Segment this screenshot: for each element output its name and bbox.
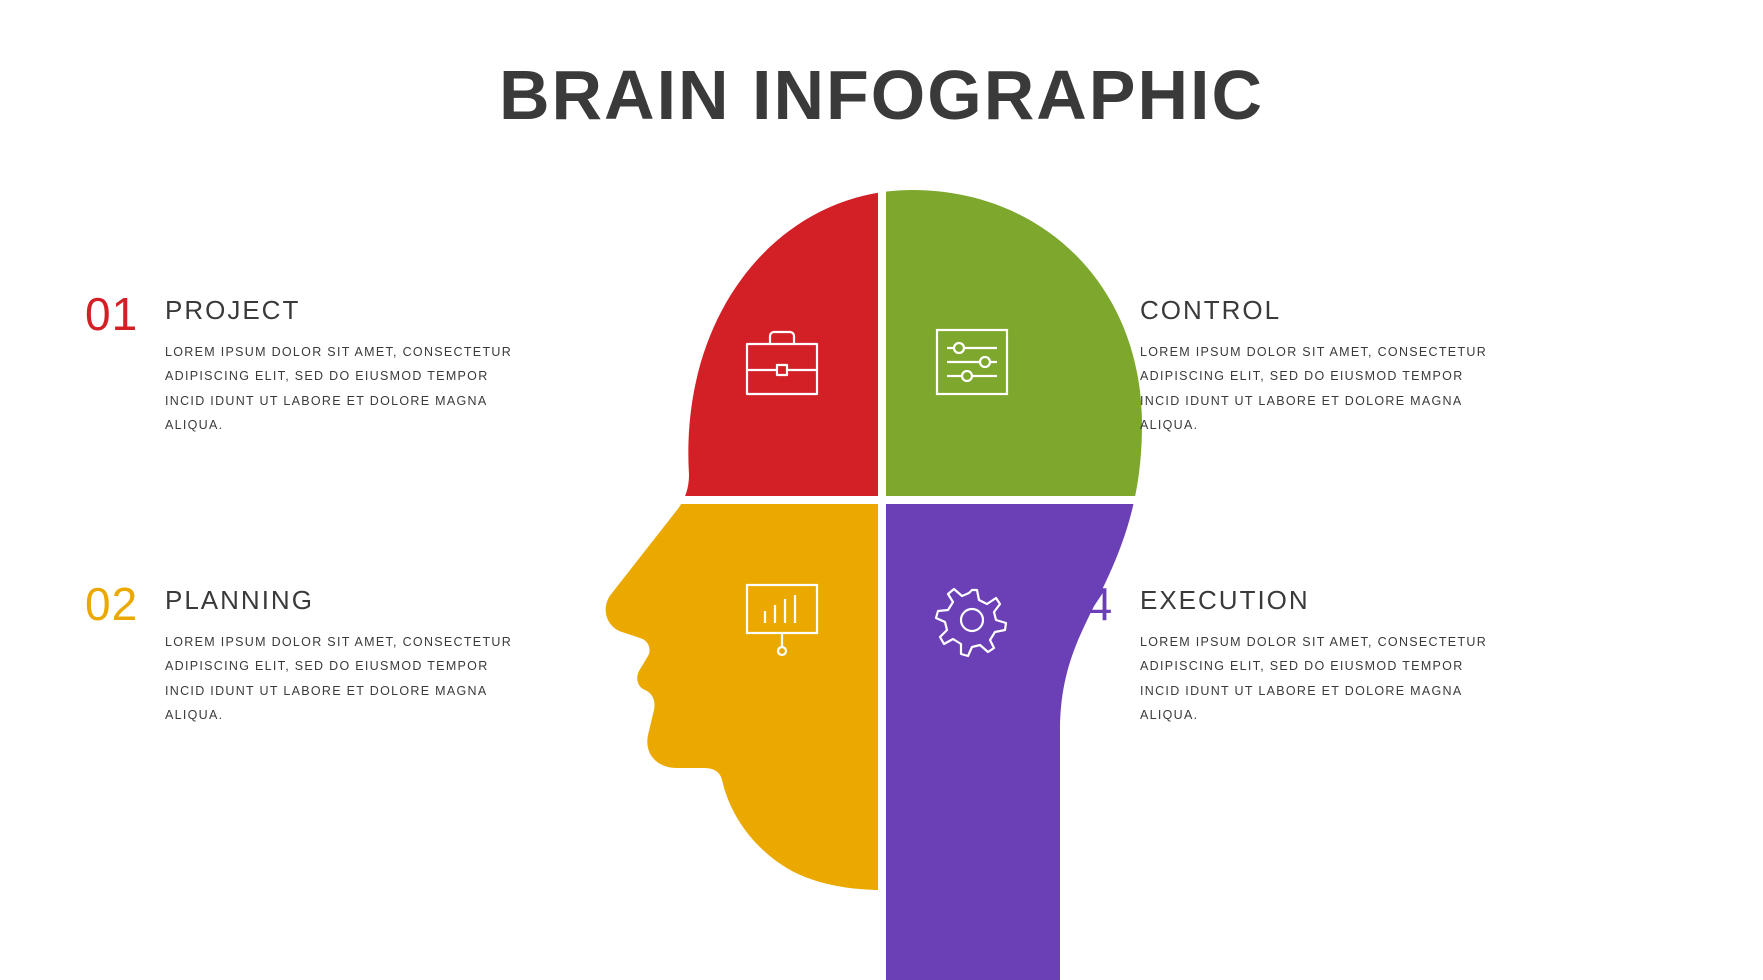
section-heading: PLANNING (165, 585, 525, 616)
section-execution: 04 EXECUTION LOREM IPSUM DOLOR SIT AMET,… (1140, 585, 1500, 728)
quadrant-top-left (582, 190, 878, 496)
section-number: 03 (1060, 287, 1113, 341)
quadrant-bottom-left (582, 504, 878, 980)
page-title: BRAIN INFOGRAPHIC (0, 55, 1763, 135)
section-body: LOREM IPSUM DOLOR SIT AMET, CONSECTETUR … (165, 340, 525, 438)
quadrant-bottom-right (886, 504, 1182, 980)
section-heading: PROJECT (165, 295, 525, 326)
section-heading: CONTROL (1140, 295, 1500, 326)
section-body: LOREM IPSUM DOLOR SIT AMET, CONSECTETUR … (1140, 630, 1500, 728)
section-body: LOREM IPSUM DOLOR SIT AMET, CONSECTETUR … (1140, 340, 1500, 438)
section-control: 03 CONTROL LOREM IPSUM DOLOR SIT AMET, C… (1140, 295, 1500, 438)
section-body: LOREM IPSUM DOLOR SIT AMET, CONSECTETUR … (165, 630, 525, 728)
section-number: 02 (85, 577, 138, 631)
section-number: 04 (1060, 577, 1113, 631)
section-heading: EXECUTION (1140, 585, 1500, 616)
quadrant-top-right (886, 190, 1182, 496)
section-planning: 02 PLANNING LOREM IPSUM DOLOR SIT AMET, … (165, 585, 525, 728)
section-project: 01 PROJECT LOREM IPSUM DOLOR SIT AMET, C… (165, 295, 525, 438)
section-number: 01 (85, 287, 138, 341)
